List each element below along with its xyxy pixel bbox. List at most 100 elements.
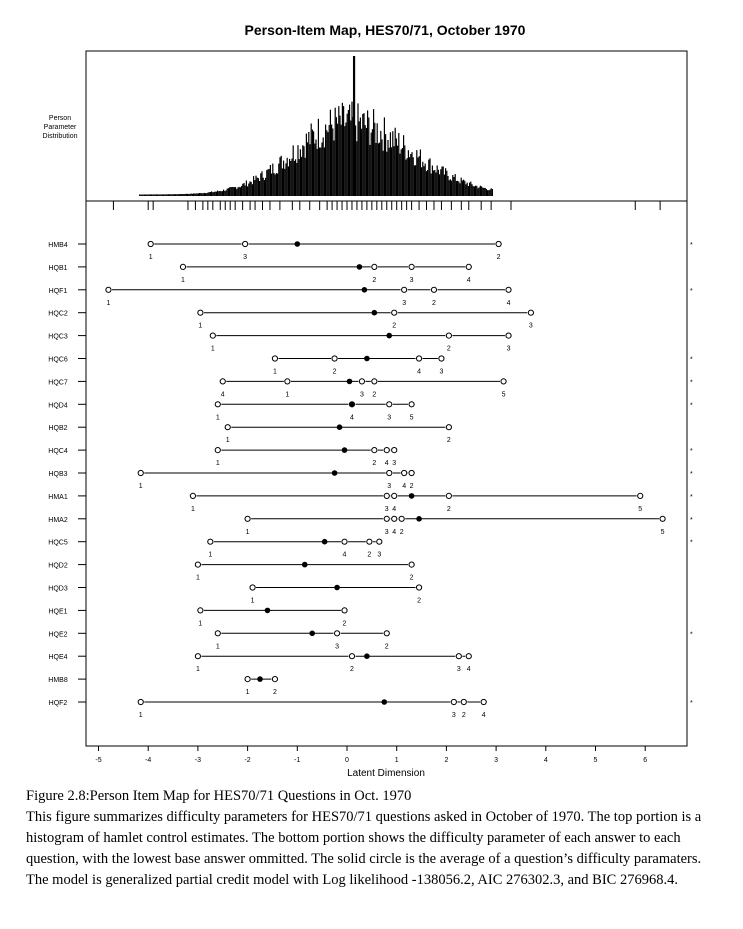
histogram-bar [203,192,205,196]
histogram-bar [277,173,279,196]
histogram-bar [431,165,433,196]
histogram-bar [172,194,174,196]
item-row-hma1: HMA1 1 3 4 2 5 * [48,492,693,513]
threshold-point [105,286,112,293]
threshold-label: 1 [251,598,255,605]
histogram-bar [391,147,393,196]
threshold-label: 5 [410,414,414,421]
histogram-bar [375,142,377,196]
histogram-bar [272,163,274,196]
misfit-star: * [690,517,693,524]
threshold-label: 2 [385,643,389,650]
histogram-bar [273,173,275,196]
threshold-point [371,263,378,270]
histogram-label-line1: Person [49,115,71,122]
histogram-bar [326,130,328,196]
histogram-bar [429,158,431,196]
histogram-bar [434,170,436,196]
histogram-bar [405,159,407,196]
item-row-hqb2: HQB2 1 2 [48,423,453,444]
item-row-hqf2: HQF2 1 3 2 4 * [49,698,693,719]
threshold-label: 2 [400,529,404,536]
item-name: HQD2 [48,563,68,570]
histogram-bar [357,103,359,196]
histogram-bar [442,166,444,196]
misfit-star: * [690,402,693,409]
item-name: HQF2 [49,700,68,707]
histogram-bar [207,192,209,196]
item-name: HQC4 [48,448,68,455]
threshold-label: 2 [392,323,396,330]
item-row-hqb3: HQB3 1 3 4 2 * [48,469,693,490]
threshold-label: 3 [335,643,339,650]
x-tick-label: -1 [294,757,300,764]
histogram-bar [419,149,421,196]
threshold-label: 1 [181,277,185,284]
threshold-label: 2 [417,598,421,605]
threshold-point [249,584,256,591]
threshold-point [401,469,408,477]
threshold-label: 1 [198,620,202,627]
histogram-bar [313,131,315,196]
histogram-bar [157,194,159,196]
histogram-bar [359,117,361,196]
histogram-bar [457,180,459,196]
item-name: HQC2 [48,311,68,318]
item-name: HQB1 [48,265,67,272]
histogram-bar [370,132,372,196]
histogram-bar [393,146,395,196]
histogram-bar [301,156,303,196]
histogram-bar [355,125,357,196]
histogram-bar [436,165,438,196]
histogram-bar [163,194,165,196]
histogram-bar [477,188,479,196]
histogram-bar [141,194,143,196]
histogram-bar [413,165,415,196]
histogram-bar [249,181,251,196]
histogram-bar [237,187,239,196]
histogram-bar [283,160,285,196]
histogram-bar [373,109,375,196]
histogram-bar [182,194,184,196]
histogram-bar [170,194,172,196]
threshold-point [415,355,423,362]
threshold-point [209,332,216,339]
item-mean-point [408,493,415,499]
threshold-point [207,538,214,545]
histogram-bar [328,125,330,196]
threshold-point [284,378,291,385]
histogram-bar [332,128,334,196]
x-tick-label: 5 [594,757,598,764]
histogram-bar [292,145,294,196]
histogram-bar [339,115,341,196]
threshold-label: 4 [343,552,347,559]
threshold-point [450,698,457,706]
threshold-point [430,286,438,293]
x-tick-label: 1 [395,757,399,764]
histogram-bar [389,132,391,196]
item-mean-point [349,401,355,408]
histogram-bar [148,194,150,196]
threshold-point [358,378,366,385]
threshold-label: 3 [385,529,389,536]
histogram-bar [344,126,346,196]
histogram-bar [268,168,270,196]
histogram-bar [463,179,465,196]
threshold-point [455,653,462,660]
histogram-bar [365,127,367,196]
histogram-bar [383,117,385,196]
histogram-bar [200,193,202,196]
item-row-hqe1: HQE1 1 2 [48,606,349,627]
histogram-bar [281,168,283,196]
histogram-bar [358,121,360,196]
histogram-bar [221,191,223,196]
threshold-point [341,538,348,545]
x-tick-label: -5 [95,757,101,764]
histogram-bar [367,110,369,196]
person-rug-ticks [112,201,661,210]
histogram-bar [177,194,179,196]
threshold-point [214,447,221,454]
histogram-bar [209,192,211,196]
histogram-bar [471,184,473,196]
threshold-point [460,698,467,706]
